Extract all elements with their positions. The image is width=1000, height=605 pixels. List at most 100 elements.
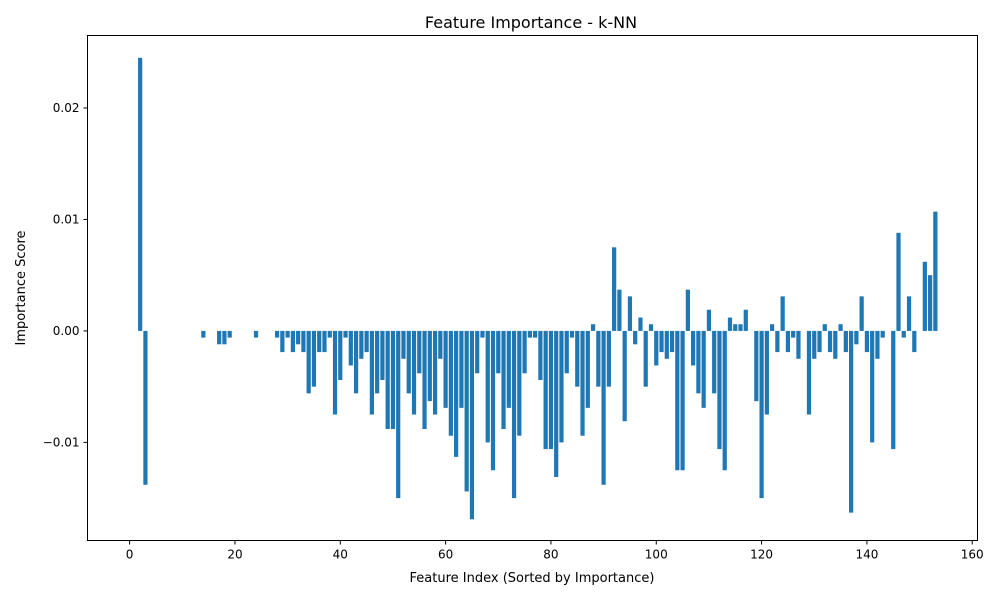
bar bbox=[380, 330, 385, 380]
bar bbox=[406, 330, 411, 394]
bar bbox=[638, 317, 643, 331]
bar bbox=[912, 330, 917, 353]
bar bbox=[806, 330, 812, 415]
bar bbox=[833, 330, 838, 359]
bar bbox=[796, 330, 801, 359]
bar bbox=[411, 330, 417, 415]
bar bbox=[348, 330, 353, 366]
bar bbox=[496, 330, 501, 374]
bar bbox=[548, 330, 554, 450]
bar bbox=[459, 330, 464, 408]
bar bbox=[353, 330, 359, 394]
bar bbox=[633, 330, 638, 345]
bar bbox=[654, 330, 659, 366]
bar bbox=[485, 330, 490, 443]
y-axis-title: Importance Score bbox=[14, 230, 29, 345]
bar bbox=[222, 330, 227, 345]
bar bbox=[396, 330, 401, 499]
bar bbox=[622, 330, 627, 422]
bar bbox=[685, 289, 690, 331]
bar bbox=[664, 330, 669, 359]
bar bbox=[511, 330, 517, 499]
bar bbox=[332, 330, 338, 415]
y-tick-label: 0.00 bbox=[53, 324, 80, 338]
bar bbox=[506, 330, 511, 408]
bar bbox=[317, 330, 322, 353]
bar bbox=[527, 330, 532, 338]
bar bbox=[812, 330, 817, 359]
bar bbox=[648, 324, 654, 331]
bar bbox=[143, 330, 148, 485]
bar bbox=[743, 309, 748, 331]
bar bbox=[775, 330, 780, 353]
bar bbox=[338, 330, 343, 380]
bar bbox=[296, 330, 301, 345]
bar bbox=[301, 330, 306, 353]
x-tick-label: 0 bbox=[126, 548, 134, 562]
bar bbox=[691, 330, 696, 366]
bar bbox=[785, 330, 791, 353]
bar bbox=[575, 330, 580, 387]
bar bbox=[138, 57, 143, 331]
bar bbox=[464, 330, 469, 492]
x-tick-label: 100 bbox=[645, 548, 668, 562]
bar bbox=[559, 330, 564, 443]
bar bbox=[822, 324, 827, 331]
bar bbox=[770, 324, 775, 331]
bar bbox=[480, 330, 485, 338]
bar bbox=[327, 330, 332, 338]
bar bbox=[901, 330, 906, 338]
bar bbox=[311, 330, 317, 387]
bar bbox=[596, 330, 601, 387]
bar bbox=[274, 330, 280, 338]
chart-title: Feature Importance - k-NN bbox=[425, 13, 637, 32]
bar bbox=[432, 330, 438, 415]
x-axis-ticks: 0 20 40 60 80 100 120 140 160 bbox=[126, 540, 984, 562]
bar bbox=[385, 330, 390, 430]
bar bbox=[533, 330, 538, 338]
bar bbox=[659, 330, 664, 353]
bar bbox=[422, 330, 427, 430]
bar bbox=[364, 330, 369, 353]
bar bbox=[369, 330, 374, 415]
bar bbox=[438, 330, 443, 359]
bar bbox=[738, 324, 743, 331]
bar bbox=[896, 232, 901, 331]
bar bbox=[701, 330, 706, 408]
bar bbox=[306, 330, 311, 394]
bar bbox=[359, 330, 364, 359]
bar bbox=[564, 330, 569, 374]
bar bbox=[870, 330, 875, 443]
bar bbox=[843, 330, 848, 353]
bar bbox=[201, 330, 206, 338]
bar bbox=[217, 330, 222, 345]
bar bbox=[669, 330, 675, 353]
bar bbox=[754, 330, 759, 402]
bar bbox=[891, 330, 896, 450]
bar bbox=[791, 330, 796, 338]
bar bbox=[612, 247, 617, 331]
bars-group bbox=[138, 57, 938, 520]
x-tick-label: 60 bbox=[438, 548, 453, 562]
bar bbox=[285, 330, 290, 338]
x-tick-label: 20 bbox=[227, 548, 242, 562]
bar bbox=[680, 330, 685, 471]
bar bbox=[253, 330, 259, 338]
bar bbox=[817, 330, 822, 353]
bar bbox=[501, 330, 506, 430]
bar bbox=[427, 330, 432, 402]
bar bbox=[627, 296, 633, 331]
bar bbox=[390, 330, 396, 430]
x-tick-label: 40 bbox=[333, 548, 348, 562]
bar bbox=[475, 330, 480, 374]
bar bbox=[538, 330, 543, 380]
bar bbox=[838, 324, 843, 331]
bar bbox=[443, 330, 448, 408]
x-tick-label: 140 bbox=[855, 548, 878, 562]
bar bbox=[280, 330, 285, 353]
bar bbox=[227, 330, 232, 338]
bar bbox=[827, 330, 833, 353]
bar bbox=[643, 330, 648, 387]
bar bbox=[706, 309, 712, 331]
bar bbox=[343, 330, 348, 338]
